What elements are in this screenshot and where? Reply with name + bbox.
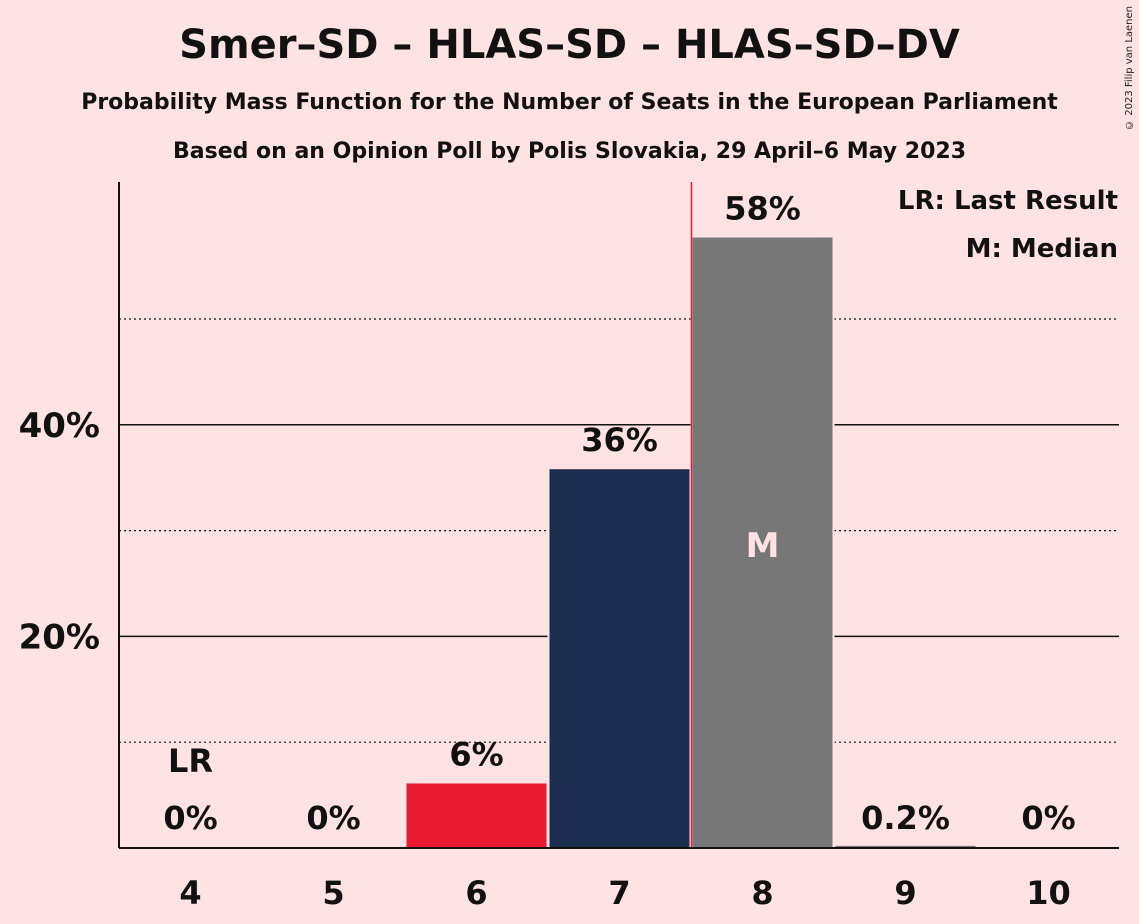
x-tick-label: 5 xyxy=(322,874,344,912)
chart-source: Based on an Opinion Poll by Polis Slovak… xyxy=(172,139,967,164)
x-tick-label: 4 xyxy=(179,874,201,912)
bar-7 xyxy=(549,469,690,848)
bar-value-label: 58% xyxy=(724,190,801,228)
bar-9 xyxy=(835,845,976,848)
median-marker: M xyxy=(746,526,780,566)
x-tick-label: 6 xyxy=(465,874,487,912)
chart-title: Smer–SD – HLAS–SD – HLAS–SD–DV xyxy=(179,22,960,68)
x-tick-label: 10 xyxy=(1026,874,1071,912)
y-tick-label: 40% xyxy=(19,406,100,446)
x-tick-label: 7 xyxy=(608,874,630,912)
bar-value-label: 0% xyxy=(163,799,217,837)
chart-subtitle: Probability Mass Function for the Number… xyxy=(81,90,1058,115)
bar-value-label: 0% xyxy=(1021,799,1075,837)
x-tick-label: 8 xyxy=(751,874,773,912)
bar-6 xyxy=(406,783,547,848)
last-result-marker: LR xyxy=(168,742,213,780)
bar-value-label: 0.2% xyxy=(861,799,950,837)
bar-value-label: 36% xyxy=(581,421,658,459)
bar-value-label: 6% xyxy=(449,735,503,773)
x-tick-label: 9 xyxy=(894,874,916,912)
y-tick-label: 20% xyxy=(19,617,100,657)
legend-median: M: Median xyxy=(966,234,1118,264)
legend-last-result: LR: Last Result xyxy=(898,186,1118,216)
bar-value-label: 0% xyxy=(306,799,360,837)
bar-8 xyxy=(692,237,833,848)
